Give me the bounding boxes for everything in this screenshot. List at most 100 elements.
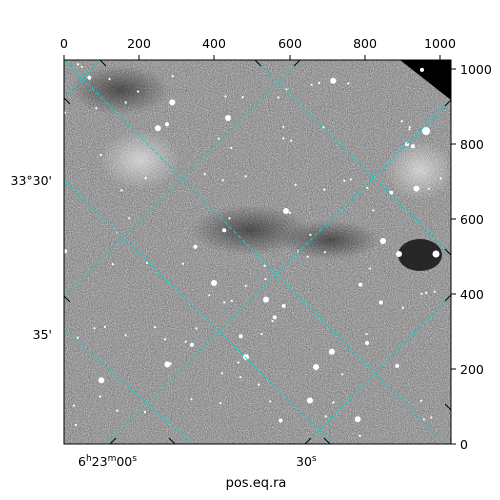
star [124,334,127,337]
star [358,282,363,287]
tick-label: 800 [353,36,377,51]
star [422,418,426,421]
wcs-ticks [63,59,452,445]
star [74,423,77,427]
tick-label: 400 [460,287,484,302]
star [181,262,184,265]
bright-star [396,251,402,257]
star [366,186,369,189]
star [408,128,411,131]
star [230,299,233,302]
grid-line [64,60,101,99]
star [221,372,224,375]
star [290,139,293,142]
star [281,304,286,308]
star [80,65,84,68]
star [217,137,220,140]
star [203,173,206,176]
star [263,264,266,267]
top-pixel-tick-labels: 0 200 400 600 800 1000 [60,36,456,51]
star [164,361,171,368]
star [277,96,280,99]
star [230,146,233,150]
star [189,342,194,347]
tick-label: 0 [460,437,468,452]
grid-line [64,179,335,444]
bright-star [225,115,231,121]
star [323,251,326,254]
bright-star [380,238,386,244]
grid-line [64,60,301,297]
star [307,397,313,404]
star [238,334,243,339]
star [365,332,368,336]
star [169,99,176,106]
star [322,126,325,129]
star [195,327,198,330]
star [272,315,277,320]
star [237,361,240,364]
star [169,362,172,365]
star [282,137,285,140]
star [310,83,313,86]
star [208,294,211,297]
star [294,183,297,186]
star [143,410,146,414]
star [244,175,247,178]
star [116,409,119,412]
stars [64,63,442,437]
star [401,306,404,309]
star [64,111,67,114]
star [87,75,92,80]
grid-line [254,60,451,256]
star [108,77,111,81]
star [153,326,157,329]
top-pixel-axis [63,55,441,60]
star [111,263,114,266]
star [124,101,127,104]
star [365,341,370,345]
star [343,179,346,182]
star [224,95,227,98]
star [378,300,383,305]
star [427,187,430,190]
star [420,292,423,295]
star [349,178,352,181]
star [222,228,227,233]
x-axis-title: pos.eq.ra [226,476,287,491]
grid-line [305,294,451,444]
star [193,244,198,249]
star [358,434,361,437]
star [241,96,244,99]
star [395,363,400,368]
star [190,398,193,401]
star [239,376,242,379]
bright-star [243,354,249,360]
star [433,290,436,293]
star [354,416,361,423]
star [323,188,326,191]
ra-tick-labels: 6h23m00s 30s [78,454,317,469]
tick-label: 800 [460,137,484,152]
sky-image [64,60,451,444]
bright-star [211,280,217,286]
star [368,267,372,270]
bright-star [432,250,440,258]
bright-star [313,364,319,370]
ra-label: 30s [296,454,317,469]
tick-label: 200 [460,362,484,377]
star [99,153,102,157]
star [400,120,403,123]
star [137,90,140,93]
star [260,332,263,336]
star [221,179,224,182]
star [332,401,335,404]
star [154,125,161,132]
star [72,404,75,407]
grid-line [105,99,451,444]
star [324,415,327,418]
star [128,217,131,220]
star [64,249,68,254]
star [76,336,79,339]
